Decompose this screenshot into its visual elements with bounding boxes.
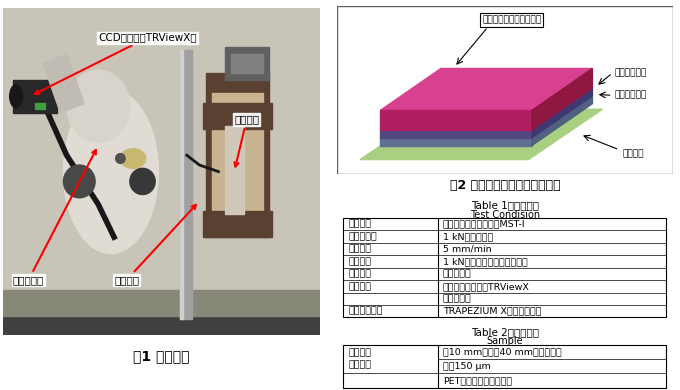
Bar — [3, 309, 320, 335]
Text: サンプル: サンプル — [234, 114, 259, 167]
Text: つかみ歯: つかみ歯 — [348, 269, 371, 278]
Text: 基材フィルム: 基材フィルム — [614, 68, 646, 78]
Text: TRAPEZIUM X（シングル）: TRAPEZIUM X（シングル） — [443, 307, 541, 316]
Polygon shape — [380, 88, 592, 130]
Text: 1 kN用ねじ式平面形つかみ具: 1 kN用ねじ式平面形つかみ具 — [443, 257, 528, 266]
Polygon shape — [380, 96, 592, 138]
Text: 1 kNロードセル: 1 kNロードセル — [443, 232, 493, 241]
Text: サンプル
（寸法）: サンプル （寸法） — [348, 349, 371, 369]
Polygon shape — [380, 138, 532, 145]
Polygon shape — [380, 69, 592, 110]
Text: CCDカメラ（TRViewX）: CCDカメラ（TRViewX） — [35, 32, 197, 94]
Bar — [203, 103, 272, 129]
Text: 非接触式伸び幅計TRViewX: 非接触式伸び幅計TRViewX — [443, 282, 530, 291]
Polygon shape — [360, 109, 602, 160]
Polygon shape — [380, 130, 532, 138]
Bar — [203, 211, 272, 237]
Bar — [212, 93, 262, 230]
Bar — [231, 54, 262, 73]
Text: やすり目歯: やすり目歯 — [443, 269, 471, 278]
Text: 試験速度: 試験速度 — [348, 245, 371, 254]
Bar — [13, 80, 57, 113]
Bar — [3, 289, 320, 316]
Bar — [343, 218, 666, 317]
Text: Test Condision: Test Condision — [470, 210, 540, 220]
Text: 試験力測定: 試験力測定 — [348, 232, 377, 241]
Polygon shape — [532, 69, 592, 130]
Bar — [35, 103, 44, 109]
Bar — [180, 50, 183, 319]
Polygon shape — [380, 110, 532, 130]
Bar — [225, 47, 269, 80]
Ellipse shape — [10, 85, 22, 108]
Text: 実体顕微鏡: 実体顕微鏡 — [13, 150, 96, 285]
Polygon shape — [532, 96, 592, 145]
Ellipse shape — [120, 149, 146, 168]
Text: つかみ具: つかみ具 — [348, 257, 371, 266]
Text: Table 1　試験条件: Table 1 試験条件 — [471, 200, 539, 211]
Text: 吸着フィルム: 吸着フィルム — [614, 91, 646, 100]
Bar — [343, 344, 666, 388]
Text: 使用装置: 使用装置 — [348, 220, 371, 229]
Text: Sample: Sample — [487, 336, 523, 346]
Circle shape — [63, 165, 95, 198]
Text: 図1 試験装置: 図1 試験装置 — [133, 349, 190, 363]
Circle shape — [130, 168, 155, 195]
Text: 厚さ150 μm: 厚さ150 μm — [443, 362, 490, 370]
Polygon shape — [532, 88, 592, 138]
Bar — [43, 55, 84, 113]
Text: 図2 サンプル構造のイメージ図: 図2 サンプル構造のイメージ図 — [449, 179, 560, 192]
Text: 液晶画面: 液晶画面 — [623, 149, 644, 158]
Ellipse shape — [63, 90, 158, 254]
Bar — [180, 50, 192, 319]
Text: マイクロオートグラフMST-I: マイクロオートグラフMST-I — [443, 220, 525, 229]
Text: 幅10 mm　長さ40 mm（短冊状）: 幅10 mm 長さ40 mm（短冊状） — [443, 347, 562, 356]
Text: 自己修復コーティング膜: 自己修復コーティング膜 — [482, 15, 541, 24]
Bar — [206, 73, 269, 237]
Text: つかみ具: つかみ具 — [114, 205, 196, 285]
Circle shape — [116, 154, 125, 163]
Text: 実体顕微鏡: 実体顕微鏡 — [443, 294, 471, 303]
Text: 5 mm/min: 5 mm/min — [443, 245, 491, 254]
Text: PET系自己修復フィルム: PET系自己修復フィルム — [443, 376, 512, 385]
Text: 動画観察: 動画観察 — [348, 282, 371, 291]
Bar — [35, 87, 105, 99]
Text: Table 2　サンプル: Table 2 サンプル — [471, 327, 539, 337]
Text: ソフトウェア: ソフトウェア — [348, 307, 383, 316]
Bar — [225, 126, 243, 214]
Ellipse shape — [67, 70, 130, 142]
